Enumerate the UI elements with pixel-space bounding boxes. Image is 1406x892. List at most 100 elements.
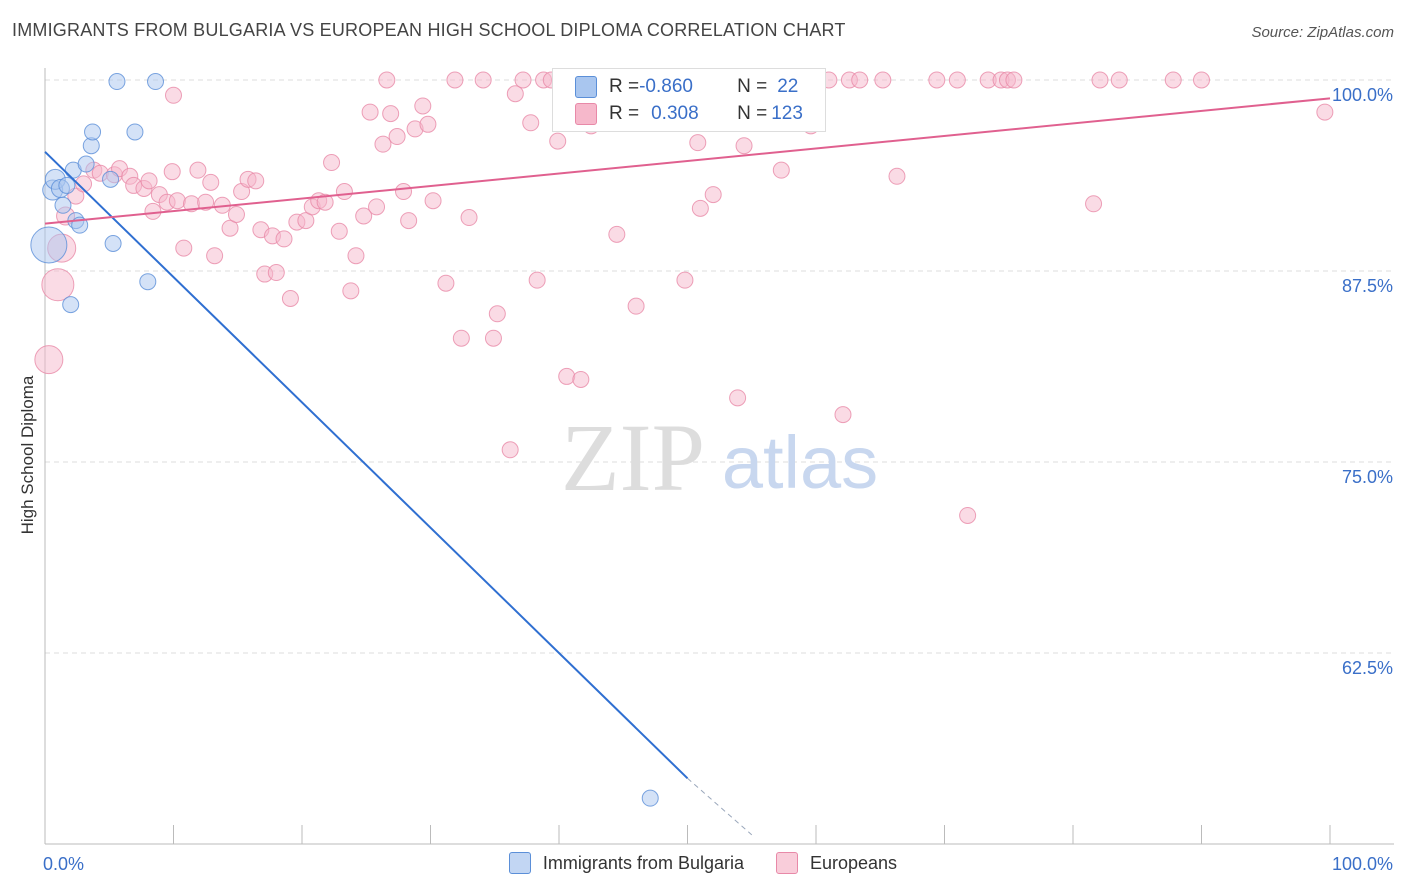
point-europeans (75, 175, 93, 193)
y-tick-label: 75.0% (1342, 467, 1393, 487)
point-europeans (1110, 71, 1128, 89)
point-europeans (323, 154, 341, 172)
point-bulgaria (104, 234, 122, 252)
label-layer: 62.5% 75.0% 87.5% 100.0% 0.0% 100.0% (43, 85, 1393, 874)
watermark-atlas: atlas (722, 421, 878, 504)
point-europeans (347, 247, 365, 265)
point-europeans (330, 222, 348, 240)
point-europeans (874, 71, 892, 89)
point-europeans (221, 219, 239, 237)
point-europeans (395, 183, 413, 201)
grid-layer (45, 79, 1394, 654)
point-bulgaria (126, 123, 144, 141)
point-europeans (41, 268, 75, 302)
point-europeans (689, 134, 707, 152)
point-bulgaria (77, 155, 95, 173)
point-europeans (834, 406, 852, 424)
point-europeans (506, 85, 524, 103)
r-value: 0.308 (651, 103, 699, 124)
point-europeans (851, 71, 869, 89)
x-tick-label-min: 0.0% (43, 854, 84, 874)
point-europeans (704, 186, 722, 204)
point-europeans (446, 71, 464, 89)
point-bulgaria (147, 73, 165, 91)
point-europeans (197, 193, 215, 211)
point-europeans (400, 212, 418, 230)
point-bulgaria (641, 789, 659, 807)
point-europeans (772, 161, 790, 179)
r-value: -0.860 (639, 76, 693, 97)
point-europeans (368, 198, 386, 216)
point-europeans (281, 290, 299, 308)
point-europeans (163, 163, 181, 181)
legend-label-europeans: Europeans (809, 852, 898, 873)
point-europeans (378, 71, 396, 89)
point-europeans (342, 282, 360, 300)
point-europeans (948, 71, 966, 89)
point-europeans (1164, 71, 1182, 89)
n-value: 123 (771, 103, 803, 124)
legend-swatch-bulgaria (575, 76, 597, 98)
point-europeans (558, 367, 576, 385)
point-bulgaria (62, 296, 80, 314)
legend-label-bulgaria: Immigrants from Bulgaria (542, 852, 744, 873)
point-bulgaria (54, 196, 72, 214)
point-europeans (175, 239, 193, 257)
y-tick-label: 62.5% (1342, 658, 1393, 678)
legend-row-europeans: R = 0.308 N = 123 (575, 100, 803, 128)
point-europeans (549, 132, 567, 150)
x-tick-label-max: 100.0% (1332, 854, 1393, 874)
point-europeans (388, 128, 406, 146)
point-europeans (335, 183, 353, 201)
point-europeans (528, 271, 546, 289)
watermark-zip: ZIP (561, 404, 705, 511)
point-europeans (267, 264, 285, 282)
point-europeans (484, 329, 502, 347)
point-europeans (452, 329, 470, 347)
point-europeans (735, 137, 753, 155)
r-label: R = (609, 76, 640, 97)
point-europeans (144, 202, 162, 220)
point-europeans (460, 209, 478, 227)
point-europeans (247, 172, 265, 190)
point-europeans (1193, 71, 1210, 89)
trend-line-bulgaria (44, 151, 689, 780)
point-europeans (227, 205, 245, 223)
point-europeans (168, 192, 186, 210)
point-europeans (419, 115, 437, 133)
trend-line-europeans (44, 97, 1331, 225)
point-europeans (676, 271, 694, 289)
point-europeans (959, 506, 977, 524)
point-bulgaria (84, 123, 102, 141)
point-europeans (488, 305, 506, 323)
point-europeans (382, 105, 400, 123)
legend-item-europeans[interactable]: Europeans (775, 852, 898, 874)
point-europeans (34, 345, 64, 375)
point-europeans (522, 114, 540, 132)
n-label: N = (737, 76, 768, 97)
point-europeans (424, 192, 442, 210)
trend-extension-bulgaria (687, 777, 753, 836)
n-label: N = (737, 103, 768, 124)
point-europeans (572, 370, 590, 388)
point-bulgaria (108, 73, 126, 91)
point-europeans (474, 71, 492, 89)
legend-item-bulgaria[interactable]: Immigrants from Bulgaria (508, 852, 744, 874)
point-europeans (202, 173, 220, 191)
source-label: Source: ZipAtlas.com (1251, 24, 1394, 41)
point-europeans (140, 172, 158, 190)
point-europeans (729, 389, 747, 407)
point-europeans (414, 97, 432, 115)
point-europeans (165, 86, 182, 104)
legend-swatch-europeans (775, 852, 798, 874)
point-europeans (1005, 71, 1023, 89)
point-europeans (1091, 71, 1109, 89)
legend-swatch-bulgaria (508, 852, 531, 874)
point-europeans (514, 71, 532, 89)
correlation-legend: R = -0.860 N = 22 R = 0.308 N = 123 (552, 68, 826, 132)
legend-row-bulgaria: R = -0.860 N = 22 (575, 73, 798, 101)
y-tick-label: 87.5% (1342, 276, 1393, 296)
legend-swatch-europeans (575, 103, 597, 125)
point-europeans (206, 247, 224, 265)
